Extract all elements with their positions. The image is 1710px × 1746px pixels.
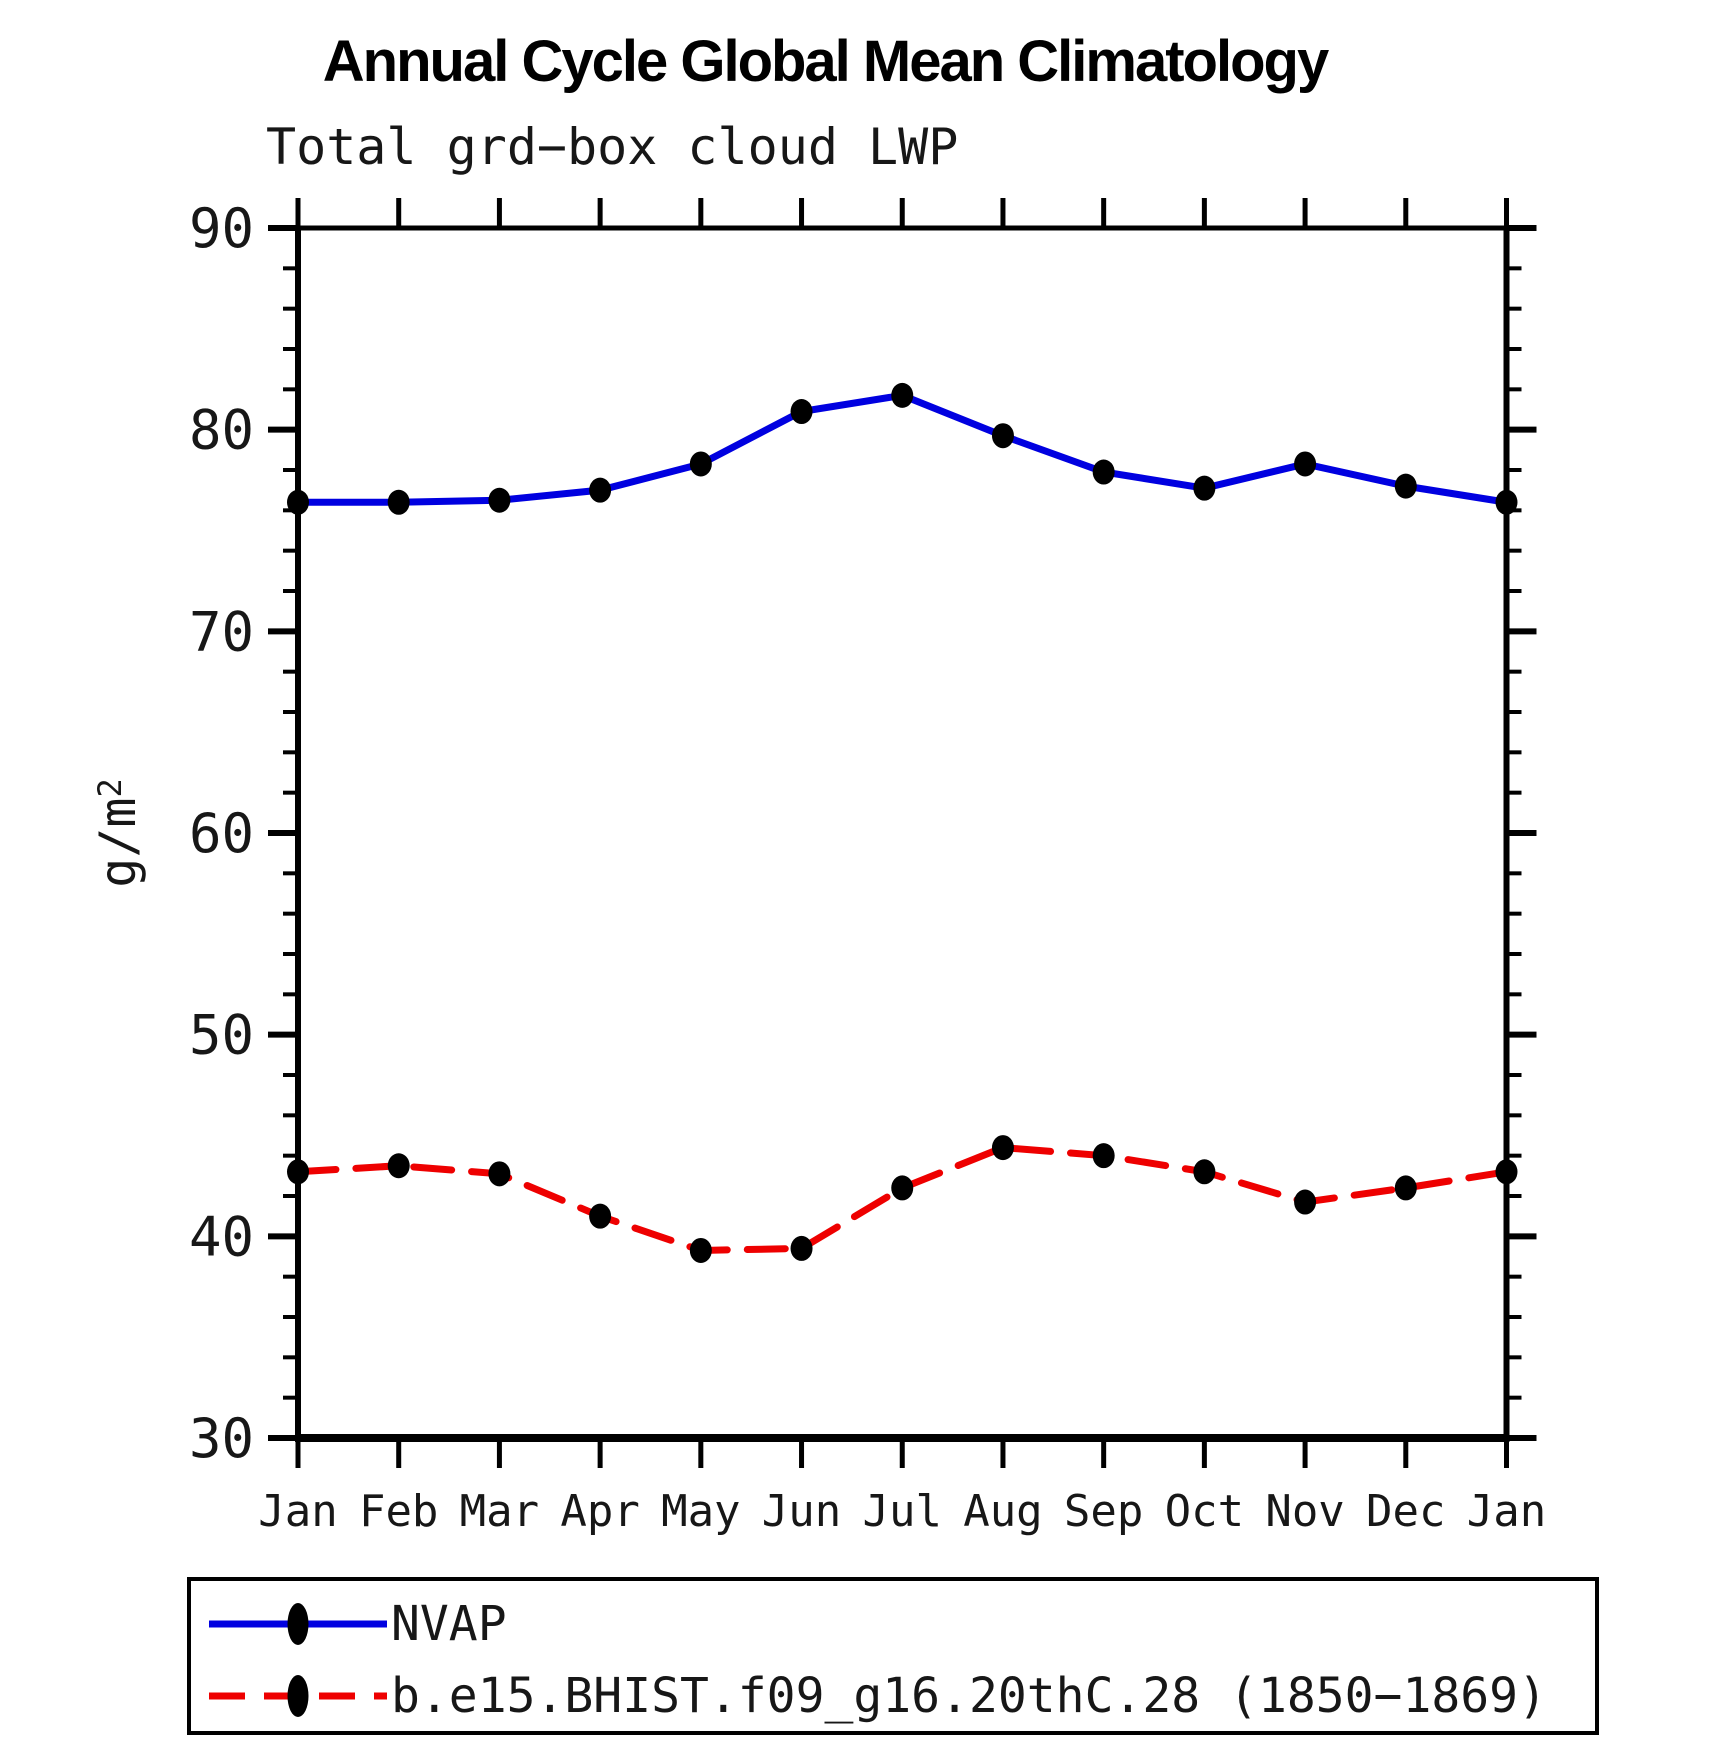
svg-text:Oct: Oct	[1165, 1486, 1244, 1537]
legend-marker-icon	[287, 1603, 309, 1645]
svg-text:40: 40	[189, 1205, 254, 1268]
legend-item-model: b.e15.BHIST.f09_g16.20thC.28 (1850−1869)	[191, 1660, 1595, 1732]
svg-text:Aug: Aug	[963, 1486, 1042, 1537]
svg-text:Sep: Sep	[1064, 1486, 1143, 1537]
svg-text:Jan: Jan	[1467, 1486, 1546, 1537]
legend-marker-icon	[287, 1675, 309, 1717]
svg-text:Nov: Nov	[1265, 1486, 1344, 1537]
svg-text:60: 60	[189, 802, 254, 865]
legend-label-model: b.e15.BHIST.f09_g16.20thC.28 (1850−1869)	[391, 1668, 1547, 1724]
svg-text:Apr: Apr	[560, 1486, 639, 1537]
svg-text:30: 30	[189, 1407, 254, 1470]
svg-text:70: 70	[189, 600, 254, 663]
svg-text:50: 50	[189, 1004, 254, 1067]
svg-text:Jan: Jan	[258, 1486, 337, 1537]
legend-swatch-dashed-line	[209, 1675, 387, 1717]
svg-text:Mar: Mar	[460, 1486, 539, 1537]
svg-text:May: May	[661, 1486, 740, 1537]
svg-text:80: 80	[189, 399, 254, 462]
svg-text:Jul: Jul	[863, 1486, 942, 1537]
svg-text:Feb: Feb	[359, 1486, 438, 1537]
legend-swatch-solid-line	[209, 1603, 387, 1645]
svg-text:Jun: Jun	[762, 1486, 841, 1537]
legend-label-nvap: NVAP	[391, 1596, 507, 1652]
svg-text:90: 90	[189, 197, 254, 260]
chart-title: Annual Cycle Global Mean Climatology	[322, 29, 1329, 94]
svg-text:Dec: Dec	[1366, 1486, 1445, 1537]
chart-subtitle: Total grd−box cloud LWP	[266, 118, 959, 176]
legend-item-nvap: NVAP	[191, 1588, 1595, 1660]
legend: NVAP b.e15.BHIST.f09_g16.20thC.28 (1850−…	[187, 1577, 1599, 1735]
